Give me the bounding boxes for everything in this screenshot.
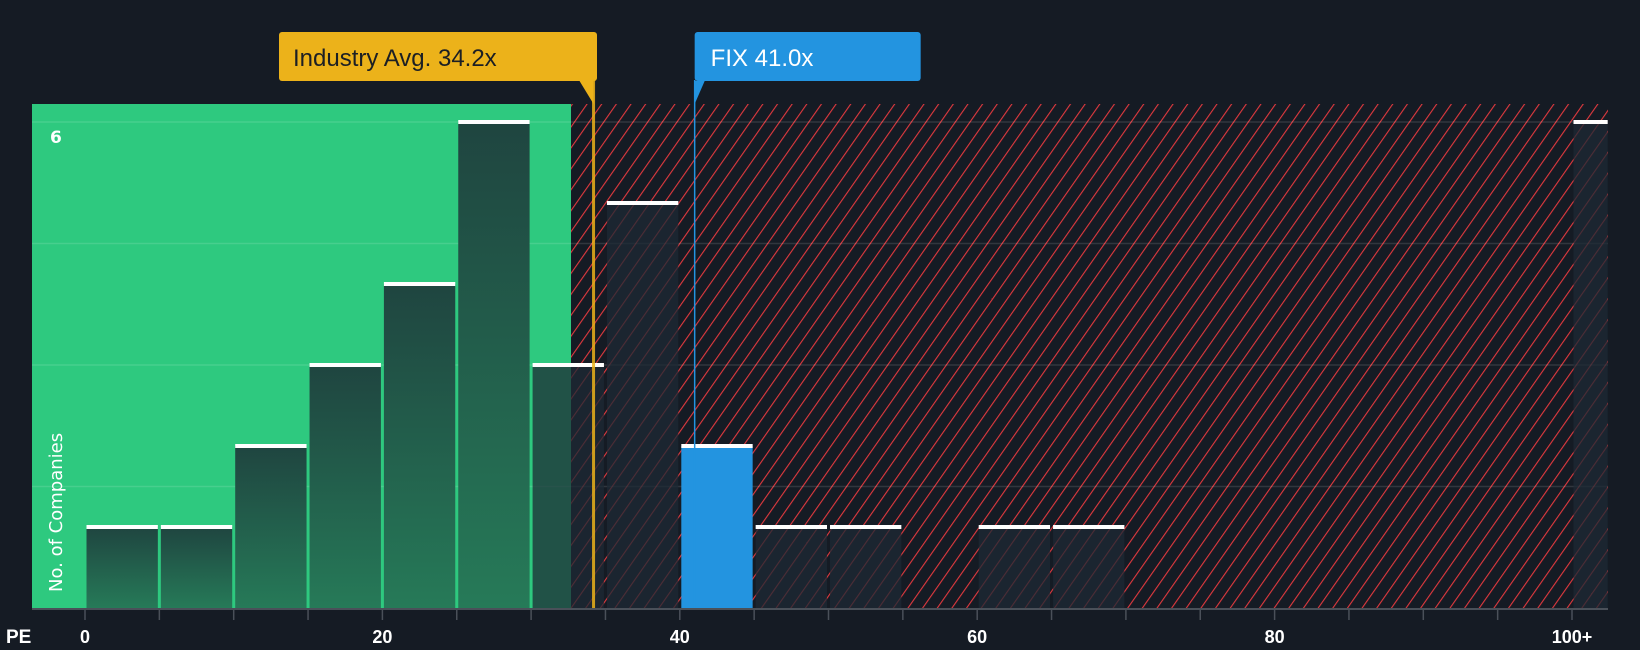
histogram-bar-20 [383,284,456,608]
y-tick-label-6: 6 [50,128,62,148]
bar-cap-50 [830,525,902,529]
histogram-bar-40 [681,446,753,608]
industry-avg-label: Industry Avg. 34.2x [293,45,497,72]
histogram-bar-100+ [1573,122,1608,608]
industry-avg-pointer [579,81,594,104]
x-axis-label: PE [6,627,31,648]
histogram-bar-15 [309,365,381,608]
bar-cap-35 [606,201,679,205]
histogram-bar-0 [86,527,158,608]
histogram-bar-65 [1053,527,1125,608]
histogram-bar-25 [458,122,530,608]
bar-cap-10 [235,444,307,448]
bar-cap-45 [755,525,827,529]
company-pe-pointer [694,81,705,104]
x-tick-label-100+: 100+ [1552,627,1593,647]
bar-cap-60 [978,525,1051,529]
histogram-bar-50 [830,527,902,608]
y-axis-label: No. of Companies [46,433,67,592]
bar-cap-65 [1053,525,1125,529]
histogram-bar-10 [235,446,307,608]
histogram-bar-35 [606,203,679,608]
bar-cap-15 [309,363,381,367]
bar-cap-40 [681,444,753,448]
x-tick-label-60: 60 [967,627,987,647]
x-tick-label-0: 0 [80,627,90,647]
bar-cap-0 [86,525,158,529]
bar-cap-100+ [1573,120,1608,124]
bar-cap-5 [160,525,233,529]
company-pe-label: FIX 41.0x [711,45,814,72]
histogram-bar-5 [160,527,233,608]
x-tick-label-40: 40 [670,627,690,647]
industry-avg-callout [279,32,597,81]
company-pe-callout [694,32,921,81]
x-tick-label-80: 80 [1265,627,1285,647]
histogram-bar-60 [978,527,1051,608]
bar-cap-25 [458,120,530,124]
bar-cap-20 [383,282,456,286]
x-tick-label-20: 20 [372,627,392,647]
histogram-bar-45 [755,527,827,608]
bar-cap-30 [532,363,604,367]
